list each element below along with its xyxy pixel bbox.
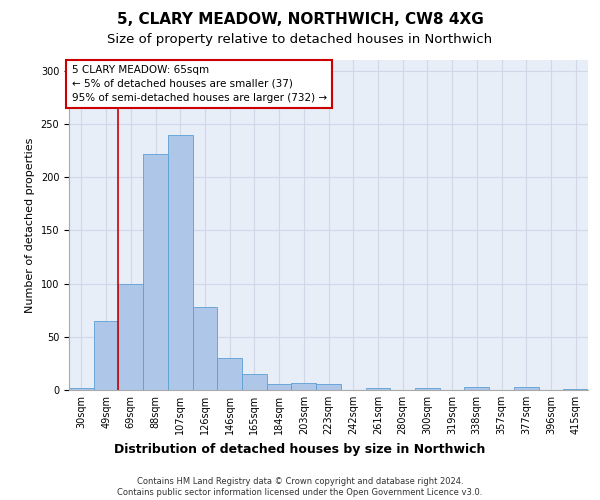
Bar — [193, 307, 217, 390]
Bar — [267, 384, 292, 390]
Text: Distribution of detached houses by size in Northwich: Distribution of detached houses by size … — [115, 442, 485, 456]
Text: Size of property relative to detached houses in Northwich: Size of property relative to detached ho… — [107, 32, 493, 46]
Bar — [365, 388, 390, 390]
Text: 5 CLARY MEADOW: 65sqm
← 5% of detached houses are smaller (37)
95% of semi-detac: 5 CLARY MEADOW: 65sqm ← 5% of detached h… — [71, 65, 327, 103]
Bar — [563, 389, 588, 390]
Bar — [118, 284, 143, 390]
Text: 5, CLARY MEADOW, NORTHWICH, CW8 4XG: 5, CLARY MEADOW, NORTHWICH, CW8 4XG — [116, 12, 484, 28]
Bar — [94, 321, 118, 390]
Bar — [168, 134, 193, 390]
Bar — [514, 387, 539, 390]
Bar — [464, 387, 489, 390]
Bar — [316, 384, 341, 390]
Bar — [242, 374, 267, 390]
Bar — [69, 388, 94, 390]
Bar — [415, 388, 440, 390]
Y-axis label: Number of detached properties: Number of detached properties — [25, 138, 35, 312]
Bar — [217, 358, 242, 390]
Bar — [143, 154, 168, 390]
Text: Contains HM Land Registry data © Crown copyright and database right 2024.
Contai: Contains HM Land Registry data © Crown c… — [118, 478, 482, 497]
Bar — [292, 382, 316, 390]
